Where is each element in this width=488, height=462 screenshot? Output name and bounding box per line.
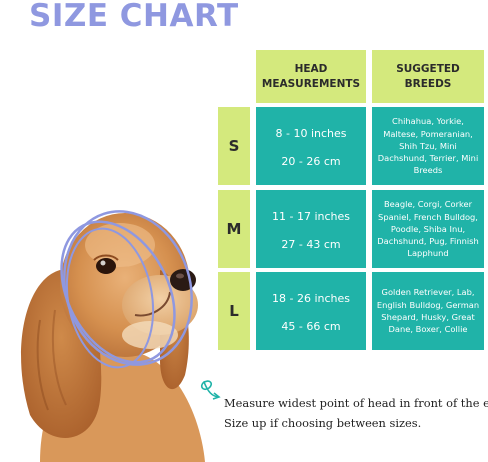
measurement-cm-medium: 27 - 43 cm xyxy=(281,238,341,251)
measurement-cm-large: 45 - 66 cm xyxy=(281,320,341,333)
breeds-cell-small: Chihahua, Yorkie, Maltese, Pomeranian, S… xyxy=(372,107,484,185)
header-suggested-breeds-line1: SUGGETED xyxy=(396,62,460,75)
header-head-measurements: HEAD MEASUREMENTS xyxy=(256,50,366,103)
measurement-cm-small: 20 - 26 cm xyxy=(281,155,341,168)
breeds-cell-large: Golden Retriever, Lab, English Bulldog, … xyxy=(372,272,484,350)
breeds-cell-medium: Beagle, Corgi, Corker Spaniel, French Bu… xyxy=(372,190,484,268)
measurement-cell-small: 8 - 10 inches 20 - 26 cm xyxy=(256,107,366,185)
header-suggested-breeds: SUGGETED BREEDS xyxy=(372,50,484,103)
dog-head-illustration xyxy=(21,210,221,462)
measurement-cell-medium: 11 - 17 inches 27 - 43 cm xyxy=(256,190,366,268)
measurement-inches-small: 8 - 10 inches xyxy=(275,127,347,140)
instruction-size-up: Size up if choosing between sizes. xyxy=(224,416,422,430)
header-head-measurements-line2: MEASUREMENTS xyxy=(261,77,361,90)
measurement-inches-large: 18 - 26 inches xyxy=(272,292,350,305)
instruction-measure: Measure widest point of head in front of… xyxy=(224,396,488,410)
size-label-small: S xyxy=(218,107,250,185)
measurement-cell-large: 18 - 26 inches 45 - 66 cm xyxy=(256,272,366,350)
size-chart-title: SIZE CHART xyxy=(29,0,239,34)
size-label-large: L xyxy=(218,272,250,350)
header-suggested-breeds-line2: BREEDS xyxy=(404,77,452,90)
header-head-measurements-line1: HEAD xyxy=(294,62,328,75)
measurement-inches-medium: 11 - 17 inches xyxy=(272,210,350,223)
size-label-medium: M xyxy=(218,190,250,268)
